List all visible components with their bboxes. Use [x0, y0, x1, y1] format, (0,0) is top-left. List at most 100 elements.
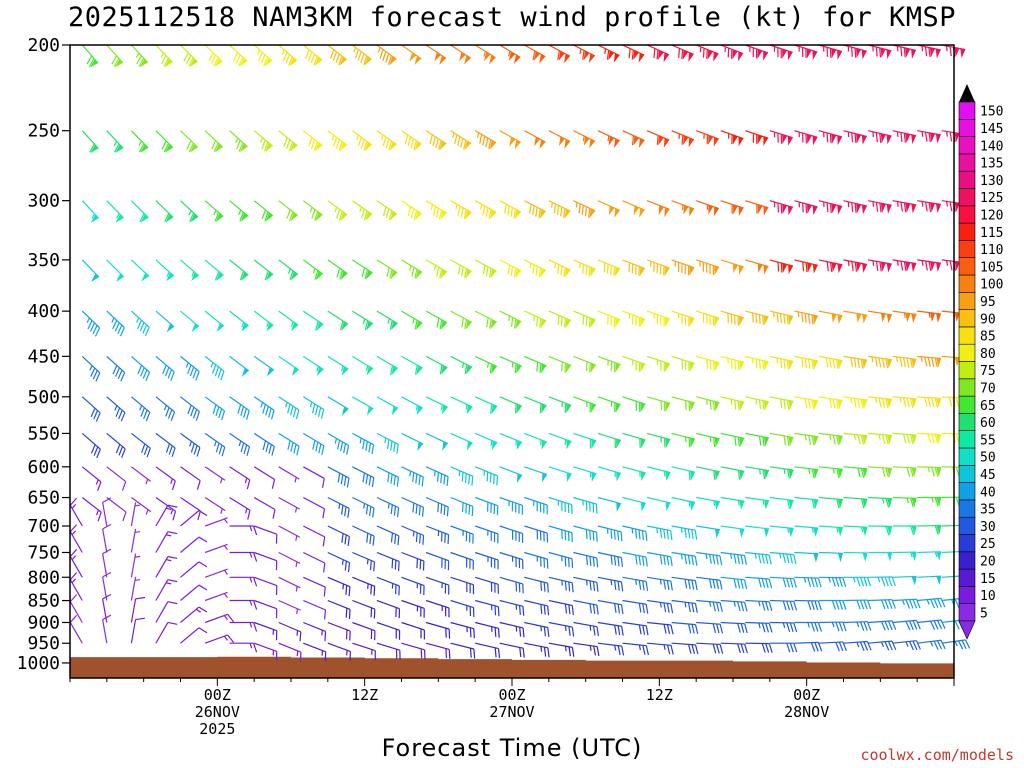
wind-barb	[155, 497, 177, 521]
wind-barb-full	[832, 398, 836, 409]
wind-barb-full	[543, 626, 547, 637]
wind-barb-full	[777, 133, 779, 143]
wind-barb	[302, 355, 324, 376]
wind-barb-flag	[316, 321, 324, 331]
wind-barb	[720, 310, 744, 326]
wind-barb-full	[712, 265, 714, 275]
wind-barb-staff	[204, 466, 226, 481]
wind-barb	[450, 642, 476, 659]
wind-barb-full	[487, 502, 489, 512]
wind-barb-full	[706, 49, 708, 60]
wind-barb-full	[215, 406, 220, 417]
wind-barb-flag	[365, 270, 373, 280]
wind-barb-full	[859, 641, 865, 652]
wind-barb-full	[564, 318, 566, 328]
wind-barb-staff	[131, 497, 152, 513]
wind-barb	[671, 642, 699, 655]
wind-barb-full	[884, 576, 889, 587]
wind-barb-staff	[475, 576, 499, 585]
wind-barb-flag	[616, 472, 621, 482]
wind-barb-full	[931, 467, 935, 477]
wind-barb-half	[906, 497, 909, 504]
wind-barb-full	[489, 473, 492, 483]
x-tick-label: 2025	[199, 720, 235, 738]
wind-barb-flag	[862, 435, 868, 445]
wind-barb-full	[208, 52, 214, 62]
wind-barb	[843, 259, 868, 273]
wind-barb	[130, 596, 146, 623]
wind-barb-full	[854, 48, 857, 58]
wind-barb-half	[508, 500, 510, 506]
wind-barb-flag	[837, 499, 843, 509]
wind-barb	[720, 496, 745, 510]
wind-barb-staff	[425, 432, 449, 445]
wind-barb-staff	[425, 496, 449, 508]
wind-barb-half	[727, 133, 730, 139]
wind-barb-full	[364, 269, 369, 280]
wind-barb-full	[670, 530, 673, 541]
wind-barb-flag	[764, 528, 770, 538]
wind-barb	[745, 310, 769, 326]
wind-barb	[671, 432, 696, 448]
wind-barb-flag	[763, 360, 769, 371]
wind-barb-full	[934, 497, 939, 507]
wind-barb-full	[592, 503, 595, 513]
wind-barb	[573, 259, 596, 277]
wind-barb-full	[568, 581, 571, 592]
wind-barb	[917, 130, 941, 144]
wind-barb-full	[836, 359, 839, 369]
colorbar-segment	[958, 586, 976, 605]
wind-barb-staff	[868, 310, 892, 316]
wind-barb-full	[933, 598, 939, 608]
wind-barb-full	[588, 317, 591, 328]
wind-barb-full	[89, 322, 96, 332]
credit-text[interactable]: coolwx.com/models	[860, 746, 1014, 764]
wind-barb-full	[188, 57, 194, 67]
wind-barb-half	[659, 579, 662, 585]
wind-barb-full	[198, 606, 208, 613]
wind-barb-full	[171, 447, 176, 458]
wind-barb-full	[535, 266, 538, 276]
wind-barb-half	[365, 365, 369, 371]
wind-barb-staff	[745, 551, 770, 556]
wind-barb-full	[385, 138, 390, 149]
wind-barb-full	[119, 327, 125, 337]
wind-barb-staff	[696, 310, 720, 319]
wind-barb-full	[567, 503, 570, 513]
wind-barb	[843, 432, 868, 445]
wind-barb-full	[532, 205, 535, 216]
wind-barb-staff	[499, 355, 522, 367]
wind-barb-staff	[548, 496, 572, 506]
wind-barb-half	[607, 135, 610, 142]
colorbar-label: 90	[980, 312, 996, 327]
wind-barb-staff	[475, 551, 499, 561]
wind-barb-staff	[180, 627, 200, 644]
wind-barb-full	[617, 530, 620, 541]
wind-barb	[278, 310, 299, 332]
wind-barb-full	[653, 48, 656, 58]
wind-barb	[818, 641, 847, 652]
wind-barb-full	[588, 208, 591, 218]
wind-barb	[327, 551, 351, 573]
wind-barb-flag	[690, 471, 695, 481]
wind-barb-flag	[564, 209, 571, 219]
wind-barb-full	[712, 579, 716, 589]
wind-barb-staff	[253, 642, 277, 652]
wind-barb	[81, 259, 100, 282]
wind-barb-flag	[291, 367, 299, 377]
wind-barb-full	[620, 581, 624, 592]
wind-barb-half	[321, 630, 323, 636]
wind-barb-full	[567, 531, 570, 542]
colorbar-segment	[958, 413, 976, 431]
wind-barb	[769, 621, 798, 633]
wind-barb-full	[347, 536, 350, 547]
wind-barb-full	[863, 599, 868, 610]
wind-barb-full	[789, 601, 794, 611]
colorbar-segment	[958, 309, 976, 328]
wind-barb-flag	[690, 437, 695, 448]
wind-barb-full	[879, 133, 882, 143]
wind-barb-flag	[364, 56, 372, 66]
wind-barb	[327, 310, 349, 331]
wind-barb-staff	[474, 466, 498, 477]
wind-barb-half	[213, 440, 217, 447]
